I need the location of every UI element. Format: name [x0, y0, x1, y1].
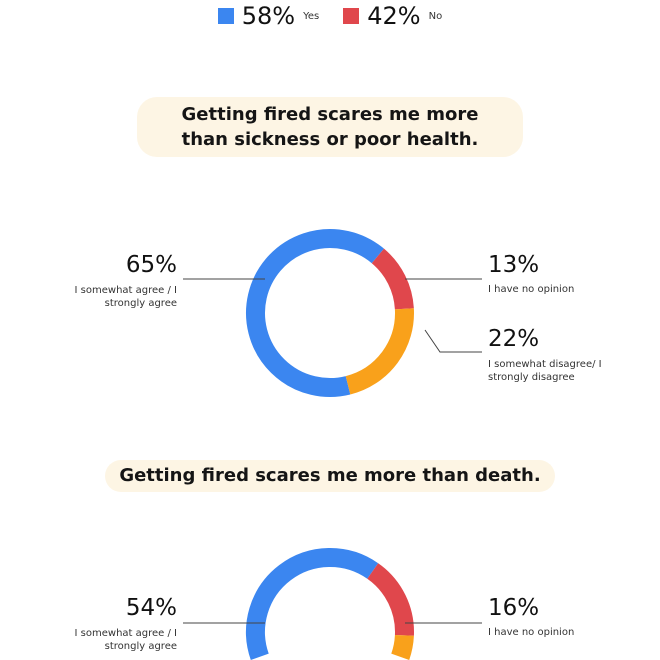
legend-value: 58% — [241, 2, 296, 30]
chart-2-noopinion-label: I have no opinion — [488, 627, 575, 638]
chart-2-title: Getting fired scares me more than death. — [105, 460, 555, 492]
legend-item-no: 42% No — [343, 2, 442, 30]
chart-1-disagree-value: 22% — [488, 326, 540, 352]
legend-item-yes: 58% Yes — [217, 2, 320, 30]
chart-1-slice-2 — [371, 248, 414, 310]
legend: 58% Yes 42% No — [0, 2, 660, 30]
chart-2-slice-2 — [366, 563, 414, 636]
chart-2-agree-value: 54% — [125, 595, 177, 621]
chart-1-slice-1 — [246, 229, 384, 397]
chart-2-slice-3 — [391, 634, 414, 660]
chart-1-agree-value: 65% — [125, 252, 177, 278]
chart-1-title: Getting fired scares me more than sickne… — [137, 97, 523, 157]
legend-swatch — [217, 8, 234, 24]
chart-2-noopinion-value: 16% — [488, 595, 540, 621]
chart-1-noopinion-label: I have no opinion — [488, 284, 575, 295]
chart-1-leader-line-3 — [424, 329, 482, 353]
chart-2-slice-1 — [246, 548, 379, 660]
legend-value: 42% — [367, 2, 421, 30]
legend-label: Yes — [303, 10, 320, 22]
legend-swatch — [343, 8, 360, 24]
chart-1-disagree-label: I somewhat disagree/ I strongly disagree — [488, 359, 602, 383]
legend-label: No — [428, 10, 443, 22]
chart-1-agree-label: I somewhat agree / I strongly agree — [74, 285, 177, 309]
chart-1-noopinion-value: 13% — [488, 252, 540, 278]
chart-2-agree-label: I somewhat agree / I strongly agree — [74, 628, 177, 652]
chart-1-slice-3 — [345, 308, 414, 395]
